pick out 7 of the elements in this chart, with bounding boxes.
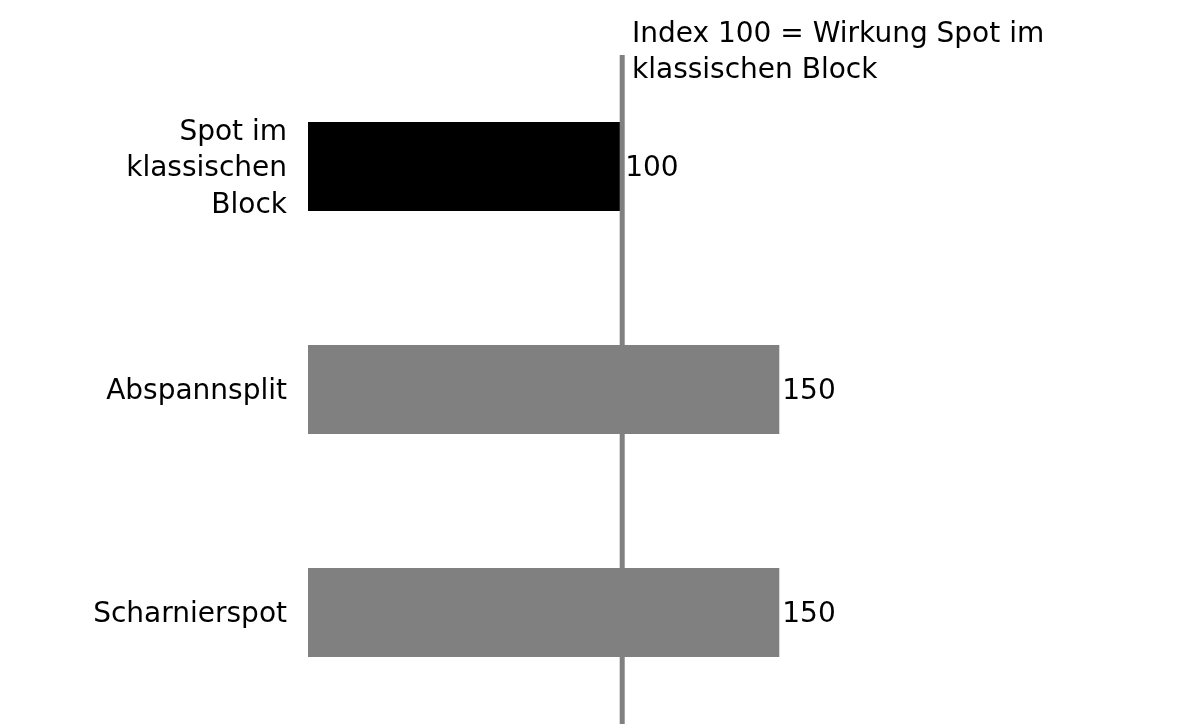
data-label: 150 [782, 596, 836, 629]
y-tick-label: Spot im klassischen Block [126, 113, 288, 220]
data-label: 150 [782, 373, 836, 406]
y-tick-label: Scharnierspot [93, 596, 288, 630]
ref-line-label: Index 100 = Wirkung Spot im klassischen Block [632, 16, 1045, 86]
data-label: 100 [625, 150, 679, 183]
y-tick-label: Abspannsplit [106, 373, 288, 407]
